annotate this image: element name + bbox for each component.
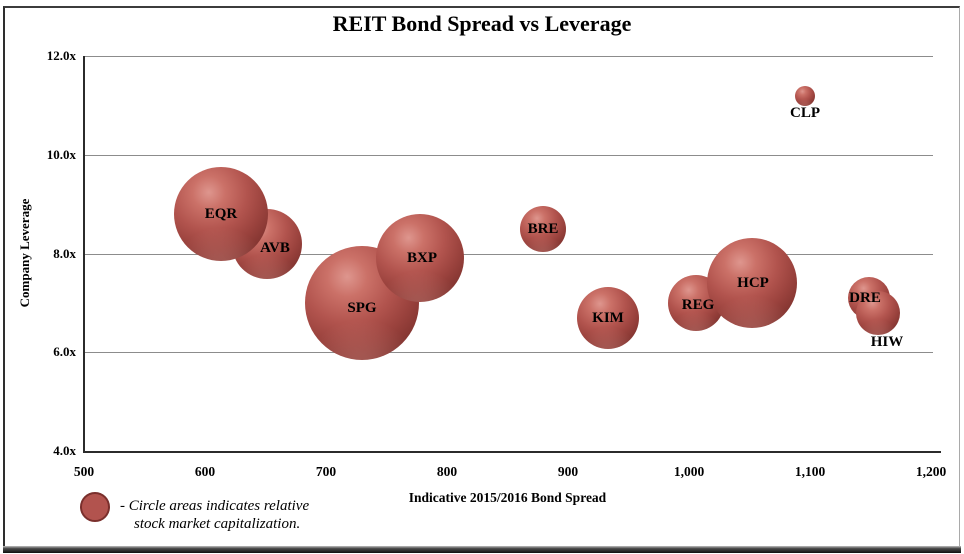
bubble-clp [795,86,815,106]
bottom-edge-band [3,546,961,553]
x-tick-label: 600 [194,464,216,479]
bubble-hiw [856,291,900,335]
bubble-label-avb: AVB [260,240,290,256]
x-tick-label: 1,100 [794,464,826,479]
gridline-12.0x [84,56,933,57]
bubble-kim [577,287,639,349]
bubble-bre [520,206,566,252]
chart-title: REIT Bond Spread vs Leverage [332,11,632,36]
bubble-label-hcp: HCP [737,275,769,291]
x-tick-label: 1,200 [915,464,947,479]
bubble-hcp [707,238,797,328]
bubble-label-reg: REG [681,297,715,313]
bubble-label-kim: KIM [592,310,624,326]
y-tick-label: 4.0x [53,443,76,458]
legend-note-line2: stock market capitalization. [134,516,301,532]
x-tick-label: 800 [436,464,458,479]
bubble-eqr [174,167,268,261]
y-tick-label: 12.0x [46,48,76,63]
gridline-6.0x [84,352,933,353]
gridline-8.0x [84,254,933,255]
bubble-label-spg: SPG [347,300,377,316]
y-tick-label: 8.0x [53,246,76,261]
x-tick-label: 900 [557,464,579,479]
gridline-10.0x [84,155,933,156]
y-tick-label: 6.0x [53,344,76,359]
bubble-label-bxp: BXP [407,250,437,266]
bubble-label-dre: DRE [849,290,881,306]
y-tick-label: 10.0x [46,147,76,162]
bubble-label-eqr: EQR [204,206,238,222]
bubble-label-bre: BRE [527,221,559,237]
x-axis-title: Indicative 2015/2016 Bond Spread [408,490,607,505]
bubble-label-clp: CLP [790,105,820,121]
x-tick-label: 500 [73,464,95,479]
y-axis-line [83,56,85,452]
x-axis-line [83,451,941,453]
legend-bubble-icon [80,492,110,522]
legend-note-line1: - Circle areas indicates relative [120,498,310,514]
x-tick-label: 1,000 [673,464,705,479]
legend-note: - Circle areas indicates relative stock … [120,497,380,533]
x-tick-label: 700 [315,464,337,479]
chart-frame [3,6,960,546]
bubble-bxp [376,214,464,302]
bubble-label-hiw: HIW [870,334,904,350]
